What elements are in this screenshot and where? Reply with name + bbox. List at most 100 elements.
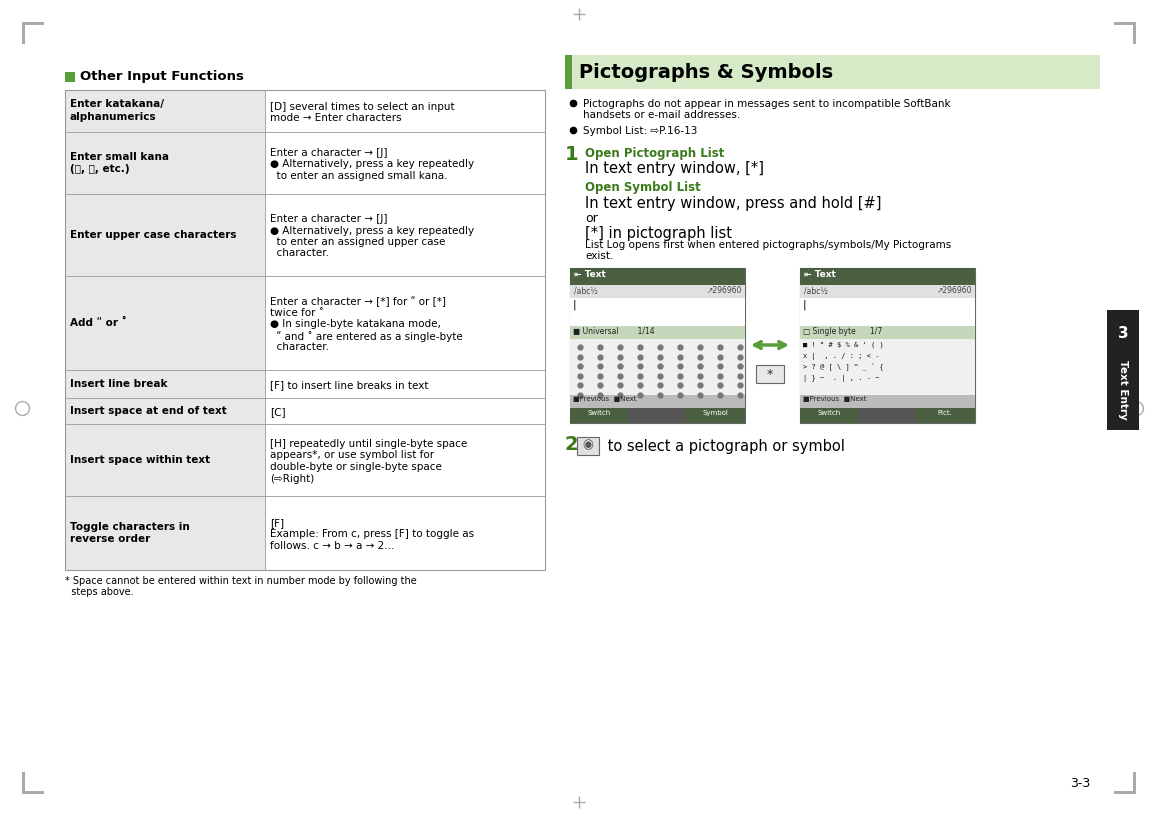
Text: mode → Enter characters: mode → Enter characters [270,113,402,123]
Bar [800,268,975,423]
Text: Enter small kana: Enter small kana [69,152,169,162]
Text: ■Previous  ■Next: ■Previous ■Next [802,396,866,402]
Bar [65,90,265,132]
Bar [22,791,44,794]
Text: exist.: exist. [585,251,614,261]
Text: |: | [573,300,577,311]
Text: ■Previous  ■Next: ■Previous ■Next [573,396,637,402]
Text: Switch: Switch [818,410,841,416]
Bar [65,90,545,570]
Bar [265,194,545,276]
Bar [1114,791,1136,794]
Bar [265,90,545,132]
Bar [65,370,265,398]
Text: |: | [802,300,807,311]
Text: [H] repeatedly until single-byte space: [H] repeatedly until single-byte space [270,439,467,449]
Bar [756,365,784,383]
Text: appears*, or use symbol list for: appears*, or use symbol list for [270,450,434,460]
Text: ● Alternatively, press a key repeatedly: ● Alternatively, press a key repeatedly [270,159,474,169]
Text: ● In single-byte katakana mode,: ● In single-byte katakana mode, [270,319,441,329]
Text: Enter katakana/: Enter katakana/ [69,100,164,109]
Text: to select a pictograph or symbol: to select a pictograph or symbol [603,439,845,454]
Text: Pict.: Pict. [938,410,952,416]
Bar [65,132,265,194]
Text: handsets or e-mail addresses.: handsets or e-mail addresses. [582,110,740,120]
Text: Enter a character → [J]: Enter a character → [J] [270,148,388,157]
Text: * Space cannot be entered within text in number mode by following the: * Space cannot be entered within text in… [65,576,417,586]
Text: Enter a character → [*] for ʺ or [*]: Enter a character → [*] for ʺ or [*] [270,296,446,307]
Text: Open Symbol List: Open Symbol List [585,181,701,194]
Bar [570,285,745,298]
Text: /abc½: /abc½ [804,286,828,295]
Text: Toggle characters in: Toggle characters in [69,521,190,531]
Bar [628,408,686,423]
Text: character.: character. [270,249,329,259]
Text: Enter upper case characters: Enter upper case characters [69,230,236,240]
Bar [65,424,265,496]
Text: Insert space at end of text: Insert space at end of text [69,406,227,416]
Text: ʺ and ˚ are entered as a single-byte: ʺ and ˚ are entered as a single-byte [270,330,463,342]
Bar [570,339,745,395]
Text: Pictographs do not appear in messages sent to incompatible SoftBank: Pictographs do not appear in messages se… [582,99,951,109]
Text: ■ Universal        1/14: ■ Universal 1/14 [573,327,654,336]
Text: alphanumerics: alphanumerics [69,113,156,122]
Bar [570,408,628,423]
Bar [570,395,745,408]
Bar [570,268,745,423]
Text: Pictographs & Symbols: Pictographs & Symbols [579,63,833,82]
Bar [570,408,745,423]
Bar [800,268,975,285]
Text: *: * [767,368,774,381]
Bar [570,326,745,339]
Text: ↗296960: ↗296960 [937,286,972,295]
Text: [F]: [F] [270,517,284,528]
Text: ● Alternatively, press a key repeatedly: ● Alternatively, press a key repeatedly [270,225,474,236]
Bar [565,55,572,89]
Text: x |  , . / : ; < -: x | , . / : ; < - [802,353,879,360]
Bar [265,398,545,424]
Bar [570,268,745,285]
Text: 3: 3 [1117,326,1128,341]
Text: [F] to insert line breaks in text: [F] to insert line breaks in text [270,380,428,390]
Text: Insert space within text: Insert space within text [69,455,210,465]
Bar [22,22,25,44]
Bar [800,339,975,395]
Text: Symbol: Symbol [702,410,728,416]
Text: Add ʺ or ˚: Add ʺ or ˚ [69,318,126,328]
Text: | } ~  . | , . - ~: | } ~ . | , . - ~ [802,375,879,382]
Bar [65,276,265,370]
Text: steps above.: steps above. [65,587,133,597]
Bar [686,408,743,423]
Text: twice for ˚: twice for ˚ [270,308,324,317]
Text: Open Pictograph List: Open Pictograph List [585,147,725,160]
Text: 3-3: 3-3 [1070,777,1090,790]
Text: follows. c → b → a → 2...: follows. c → b → a → 2... [270,541,395,551]
Text: /abc½: /abc½ [574,286,598,295]
Text: or: or [585,212,598,225]
Text: □ Single byte      1/7: □ Single byte 1/7 [802,327,882,336]
Bar [65,72,75,82]
Text: [*] in pictograph list: [*] in pictograph list [585,226,732,241]
Text: 1: 1 [565,145,579,164]
Text: > ? @ [ \ ] ^ _ ` {: > ? @ [ \ ] ^ _ ` { [802,364,884,371]
Text: ■ ! " # $ % & ' ( ): ■ ! " # $ % & ' ( ) [802,342,884,348]
Text: 2: 2 [565,435,579,454]
Bar [265,370,545,398]
Text: character.: character. [270,342,329,353]
Text: Other Input Functions: Other Input Functions [80,70,244,83]
Text: In text entry window, press and hold [#]: In text entry window, press and hold [#] [585,196,881,211]
Bar [265,132,545,194]
Text: Symbol List: ⇨P.16-13: Symbol List: ⇨P.16-13 [582,126,697,136]
Text: ◉: ◉ [582,438,593,451]
Text: [C]: [C] [270,407,286,417]
Bar [800,408,975,423]
Text: (つ, ツ, etc.): (つ, ツ, etc.) [69,165,130,175]
Bar [65,194,265,276]
Bar [22,772,25,794]
Bar [65,398,265,424]
Text: (⇨Right): (⇨Right) [270,473,314,484]
Text: In text entry window, [*]: In text entry window, [*] [585,161,764,176]
Text: double-byte or single-byte space: double-byte or single-byte space [270,462,442,472]
Text: ⇤ Text: ⇤ Text [804,270,836,279]
Bar [1133,772,1136,794]
